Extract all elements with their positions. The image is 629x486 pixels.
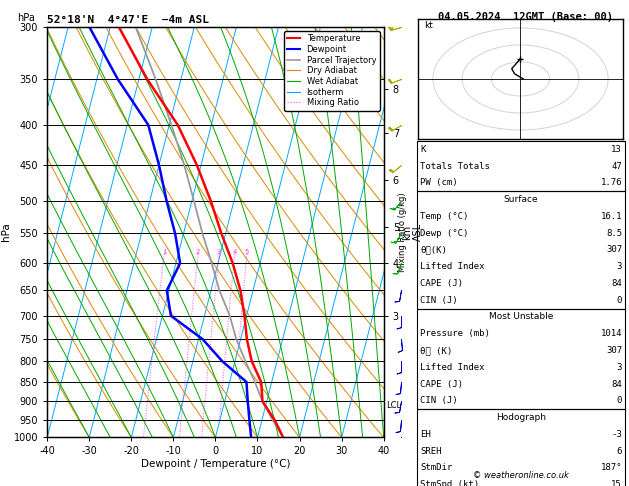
Y-axis label: hPa: hPa [1, 223, 11, 242]
Text: θᴀ (K): θᴀ (K) [420, 346, 452, 355]
Text: 1.76: 1.76 [601, 178, 622, 188]
Text: -3: -3 [611, 430, 622, 439]
Text: Surface: Surface [503, 195, 538, 204]
Text: CAPE (J): CAPE (J) [420, 380, 463, 389]
Text: θᴀ(K): θᴀ(K) [420, 245, 447, 255]
Text: 1: 1 [162, 248, 166, 255]
Text: SREH: SREH [420, 447, 442, 456]
Text: CAPE (J): CAPE (J) [420, 279, 463, 288]
Text: 307: 307 [606, 245, 622, 255]
Text: Lifted Index: Lifted Index [420, 262, 485, 271]
Text: CIN (J): CIN (J) [420, 295, 458, 305]
Text: 0: 0 [616, 295, 622, 305]
Text: Pressure (mb): Pressure (mb) [420, 329, 490, 338]
Text: 3: 3 [616, 363, 622, 372]
Text: Temp (°C): Temp (°C) [420, 212, 469, 221]
Text: Dewp (°C): Dewp (°C) [420, 228, 469, 238]
Text: Most Unstable: Most Unstable [489, 312, 553, 322]
Text: 84: 84 [611, 279, 622, 288]
Text: EH: EH [420, 430, 431, 439]
Text: 6: 6 [616, 447, 622, 456]
Text: 307: 307 [606, 346, 622, 355]
Text: K: K [420, 145, 426, 154]
Text: 16.1: 16.1 [601, 212, 622, 221]
Text: 5: 5 [245, 248, 249, 255]
Text: Mixing Ratio (g/kg): Mixing Ratio (g/kg) [398, 192, 407, 272]
Text: 52°18'N  4°47'E  −4m ASL: 52°18'N 4°47'E −4m ASL [47, 15, 209, 25]
Text: 2: 2 [196, 248, 200, 255]
Text: 84: 84 [611, 380, 622, 389]
Text: Hodograph: Hodograph [496, 413, 546, 422]
Text: Lifted Index: Lifted Index [420, 363, 485, 372]
Text: CIN (J): CIN (J) [420, 396, 458, 405]
Y-axis label: km
ASL: km ASL [402, 223, 423, 241]
Text: 47: 47 [611, 161, 622, 171]
Legend: Temperature, Dewpoint, Parcel Trajectory, Dry Adiabat, Wet Adiabat, Isotherm, Mi: Temperature, Dewpoint, Parcel Trajectory… [284, 31, 379, 110]
Text: kt: kt [424, 21, 433, 30]
X-axis label: Dewpoint / Temperature (°C): Dewpoint / Temperature (°C) [141, 459, 290, 469]
Text: LCL: LCL [386, 401, 401, 410]
Text: 0: 0 [616, 396, 622, 405]
Text: StmDir: StmDir [420, 463, 452, 472]
Text: PW (cm): PW (cm) [420, 178, 458, 188]
Text: StmSpd (kt): StmSpd (kt) [420, 480, 479, 486]
Text: Totals Totals: Totals Totals [420, 161, 490, 171]
Text: 8.5: 8.5 [606, 228, 622, 238]
Text: 3: 3 [217, 248, 221, 255]
Text: 04.05.2024  12GMT (Base: 00): 04.05.2024 12GMT (Base: 00) [438, 12, 613, 22]
Text: 187°: 187° [601, 463, 622, 472]
Text: 15: 15 [611, 480, 622, 486]
Text: © weatheronline.co.uk: © weatheronline.co.uk [473, 471, 569, 480]
Text: 4: 4 [232, 248, 237, 255]
Text: hPa: hPa [17, 13, 35, 23]
Text: 3: 3 [616, 262, 622, 271]
Text: 13: 13 [611, 145, 622, 154]
Text: 1014: 1014 [601, 329, 622, 338]
